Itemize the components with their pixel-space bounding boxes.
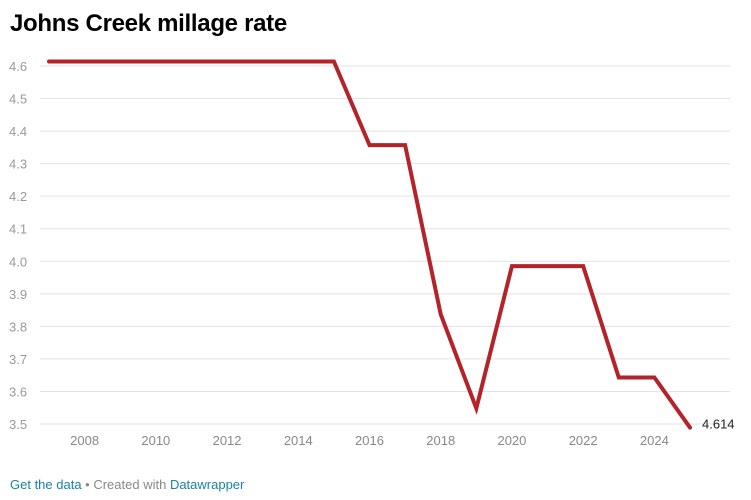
x-tick-label: 2018	[426, 433, 455, 448]
x-tick-label: 2016	[355, 433, 384, 448]
y-tick-label: 3.5	[9, 417, 27, 432]
y-tick-label: 4.6	[9, 59, 27, 74]
x-tick-label: 2022	[569, 433, 598, 448]
y-tick-label: 3.7	[9, 352, 27, 367]
footer: Get the data • Created with Datawrapper	[10, 477, 244, 492]
footer-separator: • Created with	[81, 477, 170, 492]
y-tick-label: 4.0	[9, 254, 27, 269]
series-line	[47, 59, 692, 430]
y-tick-label: 4.1	[9, 222, 27, 237]
x-tick-label: 2020	[497, 433, 526, 448]
y-tick-label: 3.6	[9, 384, 27, 399]
datawrapper-link[interactable]: Datawrapper	[169, 477, 245, 492]
line-chart: 3.5 3.6 3.7 3.8 3.9 4.0 4.1 4.2 4.3 4.4 4.5 4.6 2008…	[9, 59, 735, 448]
y-tick-label: 4.4	[9, 124, 27, 139]
x-tick-label: 2010	[141, 433, 170, 448]
y-tick-label: 4.2	[9, 189, 27, 204]
x-tick-label: 2012	[213, 433, 242, 448]
y-tick-label: 3.9	[9, 287, 27, 302]
chart-title: Johns Creek millage rate	[10, 10, 287, 37]
get-data-link[interactable]: Get the data	[10, 477, 82, 492]
y-tick-label: 4.3	[9, 157, 27, 172]
x-tick-label: 2024	[640, 433, 669, 448]
x-tick-label: 2008	[70, 433, 99, 448]
end-value-label: 4.614	[702, 417, 735, 432]
y-tick-label: 4.5	[9, 92, 27, 107]
y-tick-label: 3.8	[9, 319, 27, 334]
x-tick-label: 2014	[284, 433, 313, 448]
